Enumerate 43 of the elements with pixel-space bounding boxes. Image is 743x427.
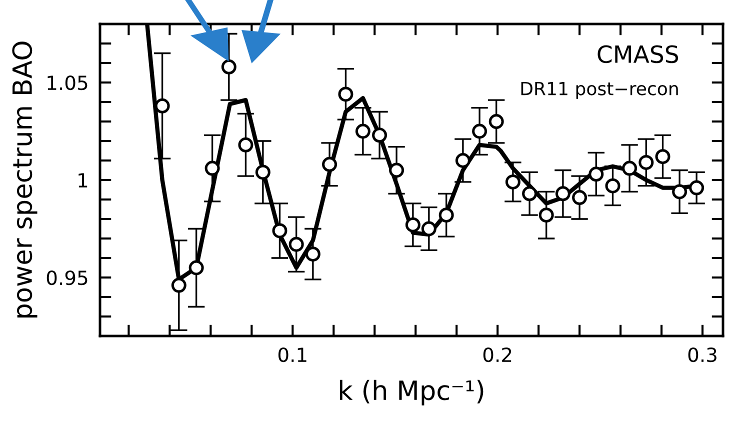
x-tick-label: 0.2 (483, 347, 512, 362)
point (505, 174, 520, 190)
annotation: DR11 post−recon (521, 82, 678, 99)
y-tick-label: 1.05 (48, 75, 88, 90)
point (355, 124, 370, 139)
point (322, 156, 338, 172)
point (372, 128, 388, 143)
point (204, 160, 220, 176)
y-tick-label: 0.95 (46, 270, 88, 286)
point (655, 149, 670, 164)
point (438, 208, 454, 223)
point (238, 137, 254, 152)
point (638, 154, 654, 170)
point (472, 124, 488, 139)
annotation: CMASS (598, 45, 678, 64)
x-tick-label: 0.3 (688, 347, 716, 362)
point (389, 162, 404, 178)
y-axis-title: power spectrum BAO (12, 42, 38, 318)
point (338, 86, 354, 102)
point (421, 221, 436, 236)
point (622, 160, 638, 176)
point (288, 236, 304, 252)
point (555, 186, 570, 202)
point (689, 180, 704, 196)
point (305, 246, 320, 262)
point (255, 164, 270, 180)
point (605, 178, 620, 194)
x-tick-label: 0.1 (278, 347, 306, 362)
point (488, 114, 504, 129)
point (588, 166, 604, 182)
point (154, 98, 170, 114)
point (405, 217, 420, 232)
point (672, 184, 688, 200)
point (171, 278, 186, 293)
y-tick-label: 1 (78, 173, 88, 188)
point (221, 59, 236, 74)
point (572, 190, 588, 206)
point (455, 153, 470, 168)
point (522, 186, 538, 202)
point (538, 208, 554, 223)
point (188, 260, 204, 276)
point (272, 223, 288, 238)
x-axis-title: k (h Mpc⁻¹) (340, 380, 484, 406)
